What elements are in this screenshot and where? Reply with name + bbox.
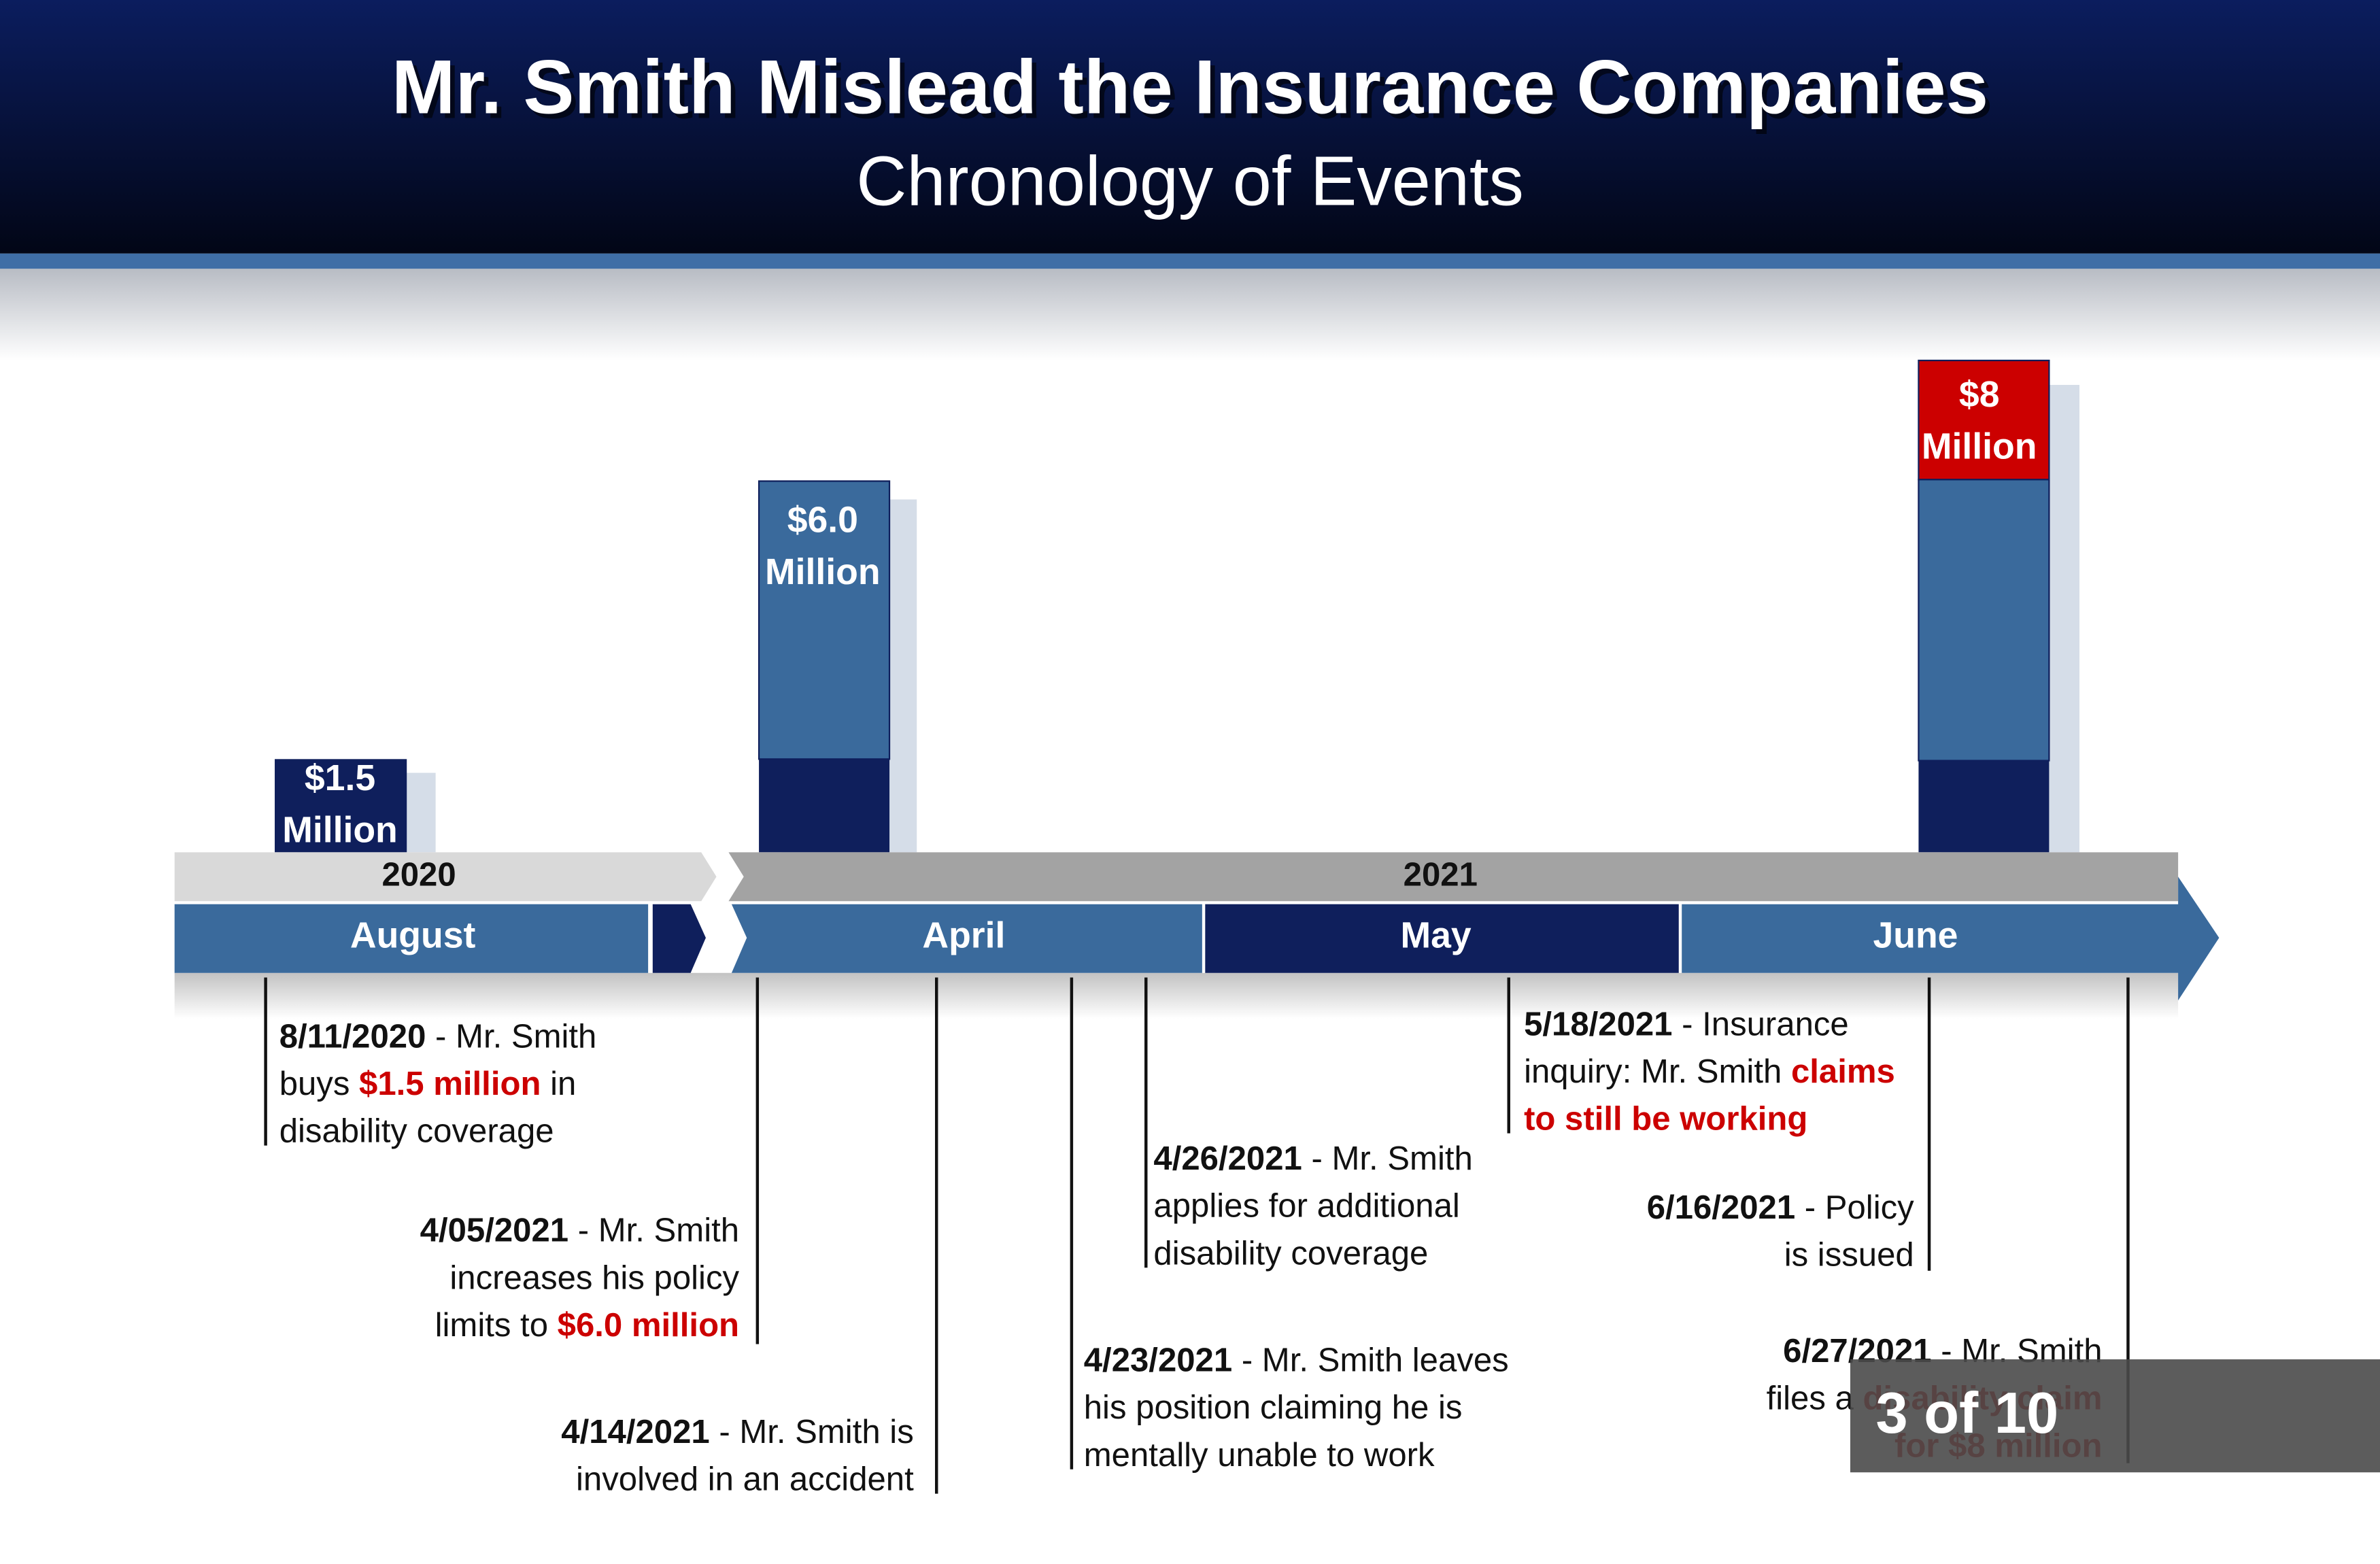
event-run: - Mr. Smith [426,1017,596,1055]
amount-unit: Million [765,551,881,592]
month-bar [1682,877,2220,1001]
event-run: $1.5 million [359,1065,541,1102]
amount-unit: Million [282,809,398,850]
amount-value: $6.0 [787,499,858,540]
year-band [728,852,2179,902]
event-run: applies for additional [1153,1187,1459,1225]
event-text: limits to $6.0 million [435,1306,739,1344]
title-shadow: Mr. Smith Mislead the Insurance Companie… [396,49,1993,134]
event-run: involved in an accident [576,1461,914,1498]
header-stripe [0,253,2380,269]
event-run: 8/11/2020 [279,1017,426,1055]
month-label: May [1401,915,1472,955]
event-text: mentally unable to work [1084,1436,1435,1474]
event-run: increases his policy [449,1259,739,1296]
month-label: June [1873,915,1958,955]
month-bar [1205,904,1679,973]
event-run: disability coverage [1153,1234,1428,1272]
title: Mr. Smith Mislead the Insurance Companie… [392,44,1988,129]
event-run: - Mr. Smith is [710,1413,914,1450]
year-band [174,852,717,902]
event-run: 4/14/2021 [561,1413,709,1450]
amount-bar [275,759,407,853]
event-text: disability coverage [279,1112,554,1150]
month-label: April [922,915,1005,955]
amount-value: $8 [1959,374,2000,415]
event-run: files a [1767,1380,1863,1417]
event-run: limits to [435,1306,558,1344]
event-text: his position claiming he is [1084,1389,1463,1426]
event-run: mentally unable to work [1084,1436,1435,1474]
event-text: to still be working [1524,1100,1807,1138]
event-run: his position claiming he is [1084,1389,1463,1426]
amount-unit: Million [1922,426,2037,466]
event-run: 4/23/2021 [1084,1341,1232,1378]
event-text: buys $1.5 million in [279,1065,577,1102]
event-text: is issued [1784,1236,1914,1273]
event-text: 8/11/2020 - Mr. Smith [279,1017,597,1055]
event-run: buys [279,1065,359,1102]
event-run: inquiry: Mr. Smith [1524,1053,1791,1090]
event-text: 6/16/2021 - Policy [1647,1189,1914,1226]
event-run: - Mr. Smith leaves [1232,1341,1509,1378]
year-label: 2020 [381,855,456,893]
amount-bar [1918,479,2050,762]
event-run: to still be working [1524,1100,1807,1138]
event-run: disability coverage [279,1112,554,1150]
event-text: 5/18/2021 - Insurance [1524,1005,1849,1042]
amount-bar [759,759,890,853]
event-run: - Policy [1795,1189,1914,1226]
page-badge [1850,1359,2380,1473]
event-text: 4/05/2021 - Mr. Smith [420,1212,739,1249]
subtitle: Chronology of Events [856,141,1524,220]
event-run: - Mr. Smith [1302,1140,1473,1177]
page-counter: 3 of 10 [1876,1381,2059,1446]
event-text: disability coverage [1153,1234,1428,1272]
event-run: is issued [1784,1236,1914,1273]
header-fade [0,269,2380,361]
amount-bar [1918,359,2050,481]
event-run: claims [1791,1053,1895,1090]
header-band [0,0,2380,254]
event-run: 6/16/2021 [1647,1189,1795,1226]
event-text: 4/14/2021 - Mr. Smith is [561,1413,913,1450]
amount-bar [758,480,891,760]
event-run: in [541,1065,576,1102]
month-bar [731,904,1202,973]
event-run: - Insurance [1672,1005,1848,1042]
event-text: increases his policy [449,1259,739,1296]
month-label: August [350,915,476,955]
year-label: 2021 [1404,855,1478,893]
event-run: 5/18/2021 [1524,1005,1672,1042]
event-run: 4/05/2021 [420,1212,568,1249]
events: 8/11/2020 - Mr. Smith buys $1.5 million i… [264,977,2130,1498]
amount-bar [1918,760,2050,853]
event-text: inquiry: Mr. Smith claims [1524,1053,1895,1090]
event-run: $6.0 million [558,1306,739,1344]
event-text: applies for additional [1153,1187,1459,1225]
month-bar [652,904,706,973]
event-run: 4/26/2021 [1153,1140,1302,1177]
month-bar [174,904,649,973]
amount-value: $1.5 [305,758,375,798]
event-run: - Mr. Smith [568,1212,739,1249]
timeline-shadow [174,972,2179,1019]
event-text: 4/23/2021 - Mr. Smith leaves [1084,1341,1509,1378]
event-text: involved in an accident [576,1461,914,1498]
event-text: 4/26/2021 - Mr. Smith [1153,1140,1472,1177]
